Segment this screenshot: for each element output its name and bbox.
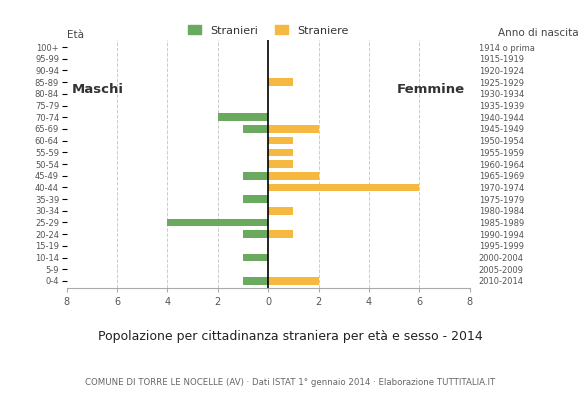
- Bar: [268, 230, 293, 238]
- Bar: [268, 148, 293, 156]
- Bar: [268, 184, 419, 191]
- Bar: [268, 78, 293, 86]
- Bar: [268, 172, 318, 180]
- Bar: [218, 114, 268, 121]
- Text: Età: Età: [67, 30, 84, 40]
- Text: Anno di nascita: Anno di nascita: [498, 28, 579, 38]
- Bar: [243, 230, 268, 238]
- Bar: [268, 207, 293, 214]
- Text: COMUNE DI TORRE LE NOCELLE (AV) · Dati ISTAT 1° gennaio 2014 · Elaborazione TUTT: COMUNE DI TORRE LE NOCELLE (AV) · Dati I…: [85, 378, 495, 387]
- Text: Maschi: Maschi: [72, 83, 124, 96]
- Text: Femmine: Femmine: [397, 83, 465, 96]
- Bar: [243, 125, 268, 133]
- Bar: [243, 172, 268, 180]
- Bar: [268, 125, 318, 133]
- Text: Popolazione per cittadinanza straniera per età e sesso - 2014: Popolazione per cittadinanza straniera p…: [97, 330, 483, 343]
- Bar: [243, 277, 268, 285]
- Bar: [268, 137, 293, 144]
- Bar: [268, 160, 293, 168]
- Bar: [168, 219, 268, 226]
- Legend: Stranieri, Straniere: Stranieri, Straniere: [184, 21, 353, 40]
- Bar: [268, 277, 318, 285]
- Bar: [243, 254, 268, 261]
- Bar: [243, 195, 268, 203]
